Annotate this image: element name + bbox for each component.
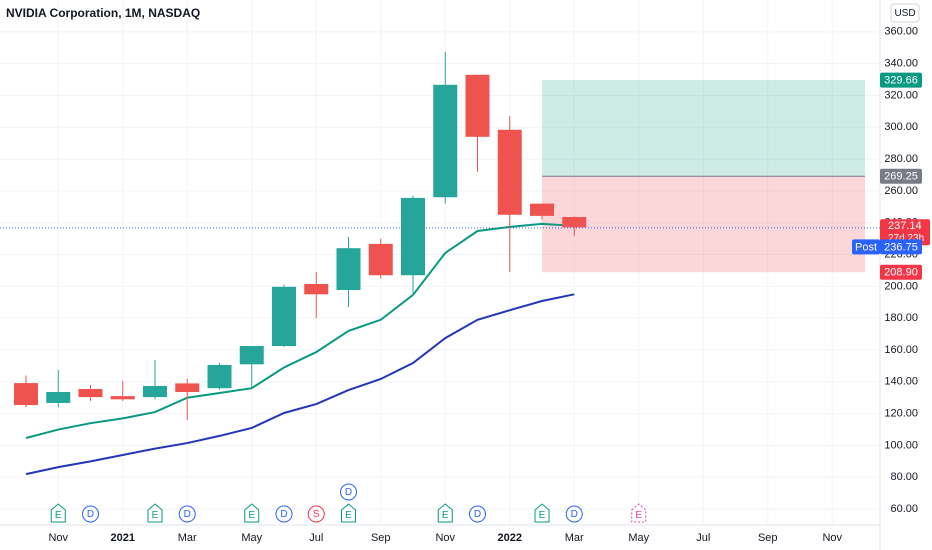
x-tick-label: Jul [696,532,710,544]
x-tick-label: Sep [758,532,778,544]
event-label: E [635,510,642,521]
event-marker[interactable] [82,505,99,523]
event-label: D [571,509,578,520]
price-label-box [880,168,922,184]
x-tick-label: Mar [178,532,197,544]
axes: 60.00 80.00 100.00 120.00 140.00 160.00 180.00… [48,26,930,544]
x-tick-label: May [241,532,262,544]
loss-zone[interactable] [542,176,865,273]
moving-average-line [25,293,575,476]
candle-body [14,383,38,406]
candle-body [368,243,393,276]
event-label: E [539,510,546,521]
post-price-box [880,239,922,255]
chart-title: NVIDIA Corporation, 1M, NASDAQ [6,6,200,20]
candle-body [272,286,296,347]
y-tick-label: 100.00 [884,439,918,451]
x-tick-label: Nov [435,532,455,544]
candle-body [562,217,587,228]
price-label: 329.66 [884,74,918,86]
event-marker[interactable] [341,503,356,523]
candle-body [110,396,135,400]
x-tick-label: May [628,532,649,544]
event-label: E [442,510,449,521]
price-label: 269.25 [884,171,918,183]
y-tick-label: 320.00 [884,89,918,101]
x-tick-label: Nov [48,532,68,544]
y-tick-label: 120.00 [884,408,918,420]
event-label: D [280,509,287,520]
candle-body [304,283,329,295]
position-tool[interactable] [542,80,865,273]
currency: USD [894,8,915,19]
y-tick-label: 280.00 [884,153,918,165]
y-tick-label: 260.00 [884,185,918,197]
y-tick-label: 80.00 [890,471,918,483]
y-tick-label: 60.00 [890,503,918,515]
event-label: D [184,509,191,520]
candle-body [530,203,554,216]
y-tick-label: 340.00 [884,58,918,70]
event-label: E [248,510,255,521]
event-marker[interactable] [469,505,486,523]
price-label: 208.90 [884,267,918,279]
event-marker[interactable] [534,503,550,523]
event-marker[interactable] [307,505,325,523]
event-label: D [87,509,94,520]
y-tick-label: 180.00 [884,312,918,324]
candle-body [143,385,167,398]
y-tick-label: 200.00 [884,280,918,292]
event-label: D [474,509,481,520]
price-label-box [880,72,922,88]
candle-body [239,346,264,365]
y-tick-label: 300.00 [884,121,918,133]
event-label: S [313,509,320,520]
event-marker[interactable] [50,503,66,523]
moving-average-line [25,222,575,439]
plot: E E E E E E E D D D D D D S [0,51,880,523]
x-tick-label: 2021 [111,532,135,544]
candle-body [465,74,490,137]
y-tick-label: 160.00 [884,344,918,356]
event-marker[interactable] [437,503,453,523]
y-tick-label: 360.00 [884,26,918,38]
price-label-box [880,264,922,280]
event-marker[interactable] [340,483,357,501]
event-marker[interactable] [244,503,260,523]
post-price-label: 236.75 [884,241,918,253]
post-session-box [852,239,880,255]
candle-body [78,388,103,398]
profit-zone[interactable] [542,80,865,177]
event-marker[interactable] [565,505,583,523]
x-tick-label: Mar [565,532,584,544]
candle-body [46,392,71,403]
candle-body [401,197,425,276]
event-marker[interactable] [178,505,196,523]
candle-body [497,129,522,215]
countdown: 27d 23h [888,233,924,244]
x-tick-label: Sep [371,532,391,544]
event-label: E [345,510,352,521]
event-label: E [152,510,159,521]
x-tick-label: Jul [309,532,323,544]
event-marker[interactable] [275,505,293,523]
candle-body [336,248,361,291]
event-label: E [55,510,62,521]
event-marker[interactable] [631,503,647,523]
currency-box[interactable] [890,3,920,23]
last-price-box [880,219,930,246]
event-marker[interactable] [147,503,163,523]
event-label: D [345,487,352,498]
candle-body [175,383,200,392]
y-tick-label: 140.00 [884,376,918,388]
candle-body [207,364,232,389]
post-session-label: Post [855,241,877,253]
candle-body [433,84,458,198]
x-tick-label: Nov [822,532,842,544]
x-tick-label: 2022 [498,532,522,544]
last-price-label: 237.14 [888,220,922,232]
